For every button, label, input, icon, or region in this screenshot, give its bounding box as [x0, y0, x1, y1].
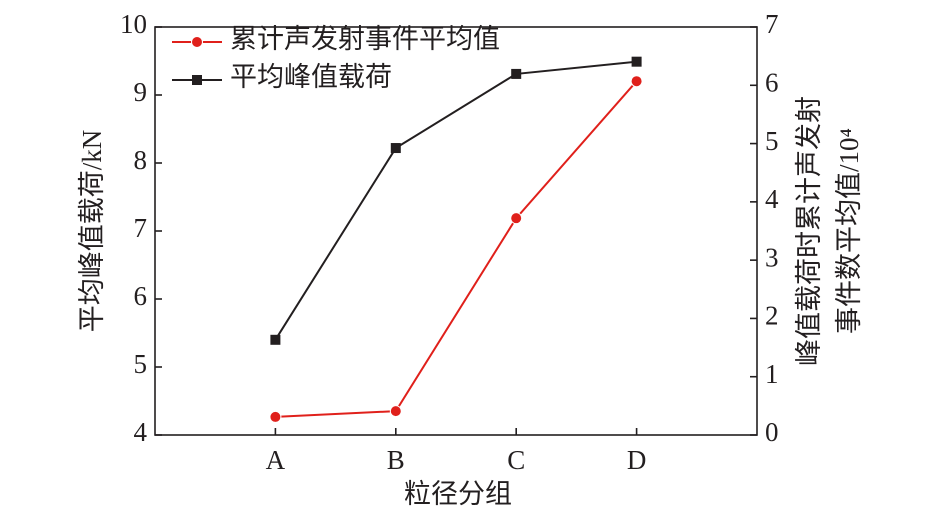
- y2-tick-label: 1: [765, 359, 779, 389]
- x-tick-label: B: [387, 445, 405, 475]
- data-point: [270, 334, 281, 345]
- data-point: [511, 68, 522, 79]
- legend-marker: [191, 36, 203, 48]
- y2-tick-label: 3: [765, 242, 779, 272]
- y2-tick-label: 7: [765, 9, 779, 39]
- x-axis-label: 粒径分组: [404, 479, 512, 509]
- y2-tick-label: 6: [765, 67, 779, 97]
- y-tick-label: 5: [134, 349, 148, 379]
- y2-tick-label: 0: [765, 417, 779, 447]
- y2-axis-label: 峰值载荷时累计声发射: [794, 96, 824, 366]
- y-tick-label: 6: [134, 281, 148, 311]
- y-axis-label: 平均峰值载荷/kN: [77, 130, 107, 333]
- y-tick-label: 9: [134, 77, 148, 107]
- data-point: [389, 405, 402, 418]
- legend-label: 平均峰值载荷: [230, 62, 392, 92]
- data-point: [631, 56, 642, 67]
- y-tick-label: 7: [134, 213, 148, 243]
- data-point: [390, 143, 401, 154]
- data-point: [269, 410, 282, 423]
- legend-label: 累计声发射事件平均值: [230, 24, 500, 54]
- legend-marker: [192, 75, 202, 85]
- series-line: [274, 60, 637, 341]
- data-point: [510, 212, 523, 225]
- y-tick-label: 8: [134, 145, 148, 175]
- x-tick-label: D: [627, 445, 647, 475]
- y2-tick-label: 5: [765, 126, 779, 156]
- x-tick-label: C: [507, 445, 525, 475]
- y-tick-label: 10: [120, 9, 147, 39]
- x-tick-label: A: [266, 445, 286, 475]
- y2-axis-label: 事件数平均值/10⁴: [834, 128, 864, 334]
- data-point: [630, 75, 643, 88]
- series-line: [275, 80, 638, 418]
- y-tick-label: 4: [134, 417, 148, 447]
- y2-tick-label: 2: [765, 301, 779, 331]
- y2-tick-label: 4: [765, 184, 779, 214]
